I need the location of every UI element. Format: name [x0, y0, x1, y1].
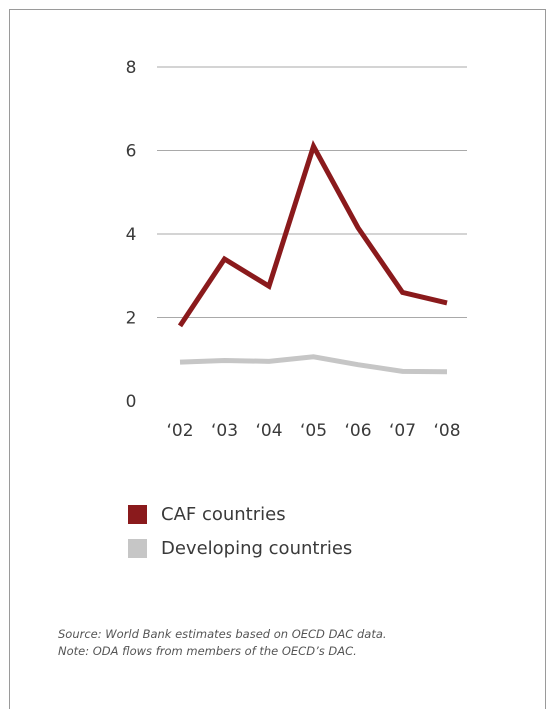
line-chart: 0 2 4 6 8 ‘02 ‘03 ‘04 ‘05 ‘06 ‘07 ‘08: [126, 58, 467, 441]
y-tick-label: 2: [126, 309, 137, 329]
y-tick-label: 0: [126, 392, 137, 412]
series-line-developing: [179, 354, 448, 375]
footnotes: Source: World Bank estimates based on OE…: [58, 626, 387, 660]
x-tick-label: ‘06: [344, 421, 371, 441]
ods-note: Note: ODA flows from members of the OECD…: [58, 644, 357, 658]
legend-swatch-developing: [128, 538, 147, 558]
x-tick-label: ‘08: [433, 421, 460, 441]
y-tick-label: 4: [126, 225, 137, 245]
y-tick-label: 8: [126, 58, 137, 78]
x-axis-ticks: ‘02 ‘03 ‘04 ‘05 ‘06 ‘07 ‘08: [166, 421, 460, 441]
legend-label-caf: CAF countries: [161, 503, 286, 525]
source-note: Source: World Bank estimates based on OE…: [58, 627, 387, 641]
legend-item-caf: CAF countries: [128, 497, 352, 531]
y-tick-label: 6: [126, 142, 137, 162]
x-tick-label: ‘04: [255, 421, 282, 441]
x-tick-label: ‘02: [166, 421, 193, 441]
legend-label-developing: Developing countries: [161, 537, 353, 559]
legend-item-developing: Developing countries: [128, 531, 352, 565]
legend: CAF countries Developing countries: [128, 497, 352, 565]
gridlines: [157, 66, 467, 318]
x-tick-label: ‘05: [300, 421, 327, 441]
series-line-caf: [177, 139, 448, 328]
x-tick-label: ‘03: [211, 421, 238, 441]
series-lines: [177, 139, 448, 375]
y-axis-ticks: 0 2 4 6 8: [126, 58, 137, 412]
x-tick-label: ‘07: [389, 421, 416, 441]
figure-frame: [9, 9, 546, 709]
legend-swatch-caf: [128, 504, 147, 524]
